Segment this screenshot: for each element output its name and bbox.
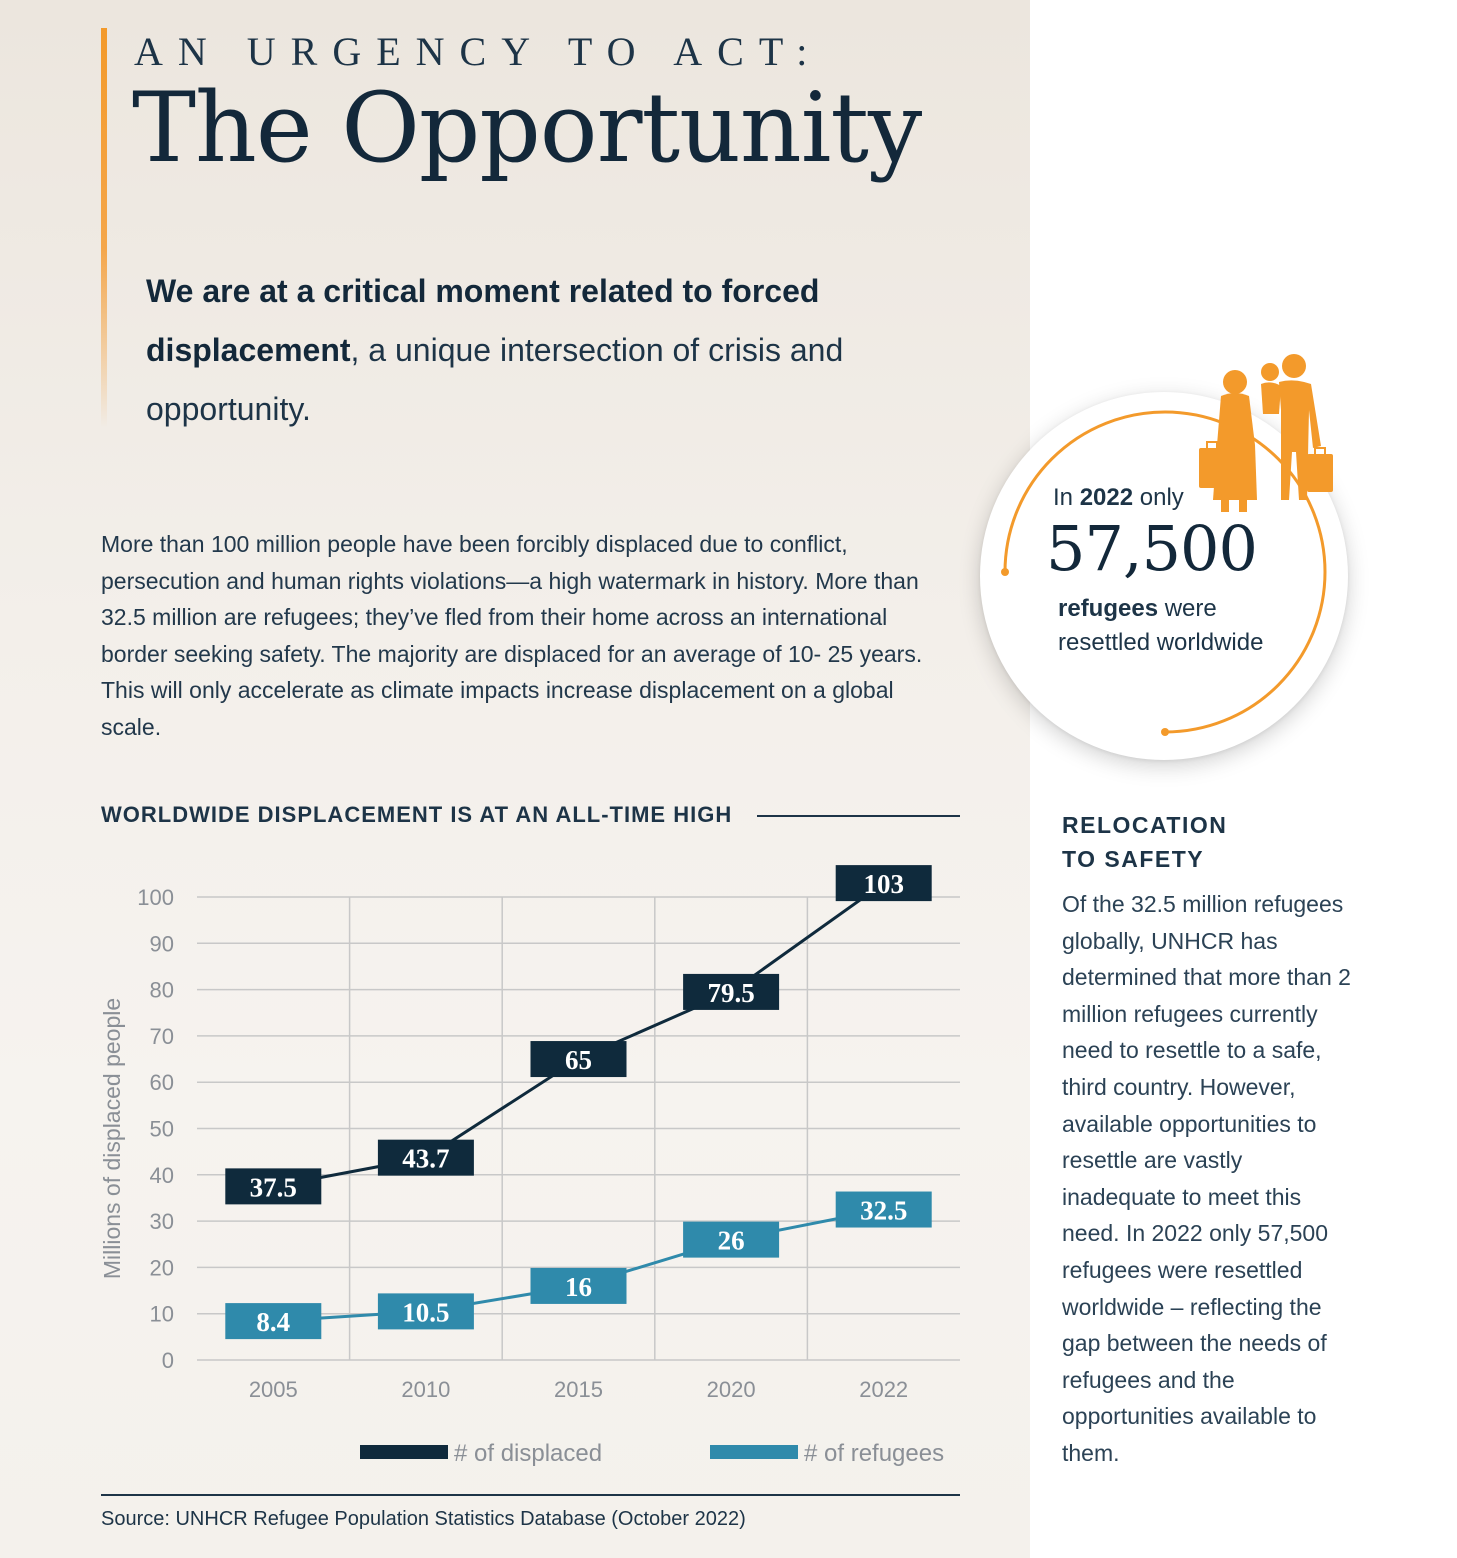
body-paragraph: More than 100 million people have been f…: [101, 531, 923, 740]
lead-bold: We are at a critical moment related to f…: [146, 273, 820, 368]
data-point-marker: [225, 1168, 322, 1205]
callout-year-line: In 2022 only: [1053, 484, 1184, 512]
displacement-chart: 0 10 20 30 40 50 60 70 80 90 100 2005 2010 2015 2020 20…: [99, 865, 960, 1467]
x-tick-label: 2022: [859, 1377, 908, 1402]
lead-paragraph: We are at a critical moment related to f…: [146, 262, 906, 439]
callout-description: refugees were resettled worldwide: [1058, 592, 1263, 660]
legend-swatch: [710, 1445, 798, 1459]
lead-rest: , a unique intersection of crisis and op…: [146, 332, 844, 427]
y-tick-label: 80: [150, 978, 174, 1003]
data-label: 103: [863, 869, 904, 899]
data-point-marker: [377, 1139, 474, 1176]
sidebar-text: Of the 32.5 million refugees globally, U…: [1062, 891, 1351, 1466]
y-tick-label: 10: [150, 1302, 174, 1327]
data-point-marker: [377, 1293, 474, 1330]
series-line: [273, 1208, 884, 1323]
callout-number: 57,500: [1046, 512, 1258, 585]
y-tick-label: 60: [150, 1070, 174, 1095]
y-tick-label: 70: [150, 1024, 174, 1049]
chart-title: WORLDWIDE DISPLACEMENT IS AT AN ALL-TIME…: [101, 802, 733, 827]
accent-bar: [101, 28, 107, 428]
callout-suffix: only: [1133, 484, 1184, 511]
callout-rest: were: [1158, 595, 1217, 622]
x-tick-label: 2015: [554, 1377, 603, 1402]
data-label: 37.5: [250, 1172, 297, 1202]
data-label: 79.5: [707, 978, 754, 1008]
y-tick-label: 0: [162, 1348, 174, 1373]
chart-title-rule: [757, 815, 960, 817]
data-point-marker: [683, 1221, 780, 1258]
data-point-marker: [530, 1267, 627, 1304]
callout-bold: refugees: [1058, 595, 1159, 622]
data-label: 8.4: [256, 1307, 290, 1337]
y-tick-label: 100: [137, 885, 174, 910]
data-point-marker: [835, 1191, 932, 1228]
data-label: 65: [565, 1045, 592, 1075]
data-point-marker: [835, 865, 932, 902]
callout-year: 2022: [1079, 484, 1134, 511]
source-rule: [101, 1494, 960, 1496]
data-label: 10.5: [402, 1297, 449, 1327]
x-tick-label: 2020: [707, 1377, 756, 1402]
legend-swatch: [360, 1445, 448, 1459]
callout-prefix: In: [1053, 484, 1080, 511]
data-label: 43.7: [402, 1144, 449, 1174]
y-tick-label: 50: [150, 1117, 174, 1142]
data-point-marker: [530, 1041, 627, 1078]
data-point-marker: [225, 1303, 322, 1340]
callout-line3: resettled worldwide: [1058, 629, 1264, 656]
left-panel: [0, 0, 1030, 1558]
y-tick-label: 20: [150, 1255, 174, 1280]
page-title: The Opportunity: [132, 72, 922, 184]
data-label: 16: [565, 1272, 592, 1302]
series-line: [273, 881, 885, 1188]
y-axis-label: Millions of displaced people: [99, 998, 125, 1279]
x-tick-label: 2010: [401, 1377, 450, 1402]
legend-label: # of refugees: [804, 1440, 944, 1467]
data-label: 26: [718, 1226, 745, 1256]
legend-label: # of displaced: [454, 1440, 602, 1467]
sidebar-heading-line2: TO SAFETY: [1062, 846, 1205, 872]
y-tick-label: 90: [150, 931, 174, 956]
kicker-heading: AN URGENCY TO ACT:: [134, 29, 823, 74]
source-note: Source: UNHCR Refugee Population Statist…: [101, 1508, 746, 1530]
data-point-marker: [683, 973, 780, 1010]
sidebar-heading-line1: RELOCATION: [1062, 812, 1228, 838]
refugee-family-icon: [1199, 354, 1333, 512]
sidebar-heading: RELOCATION TO SAFETY: [1062, 808, 1227, 876]
y-tick-label: 30: [150, 1209, 174, 1234]
data-label: 32.5: [860, 1196, 907, 1226]
y-tick-label: 40: [150, 1163, 174, 1188]
x-tick-label: 2005: [249, 1377, 298, 1402]
